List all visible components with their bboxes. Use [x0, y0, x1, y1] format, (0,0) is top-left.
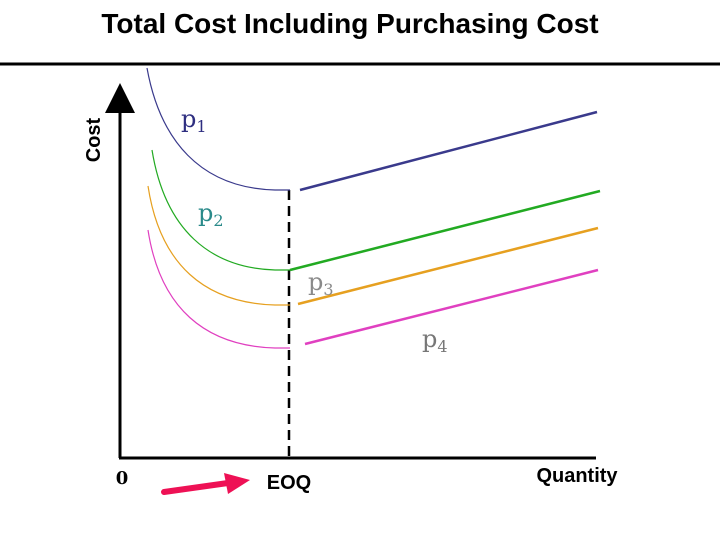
curve-label-p3: p3: [308, 268, 334, 299]
line-p3: [297, 226, 599, 306]
y-axis-label: Cost: [83, 117, 105, 162]
line-p4: [304, 268, 599, 346]
eoq-label: EOQ: [267, 472, 311, 494]
curve-p3: [147, 185, 290, 306]
curve-p2: [151, 149, 290, 271]
line-p2: [289, 189, 601, 272]
x-axis-label: Quantity: [536, 465, 618, 487]
curve-label-p4: p4: [422, 325, 448, 356]
curve-p1: [146, 67, 290, 191]
curve-label-p1: p1: [181, 105, 207, 136]
curve-label-p2: p2: [198, 199, 224, 230]
curve-p4: [147, 229, 290, 349]
line-p1: [299, 110, 598, 192]
origin-label: 0: [116, 468, 129, 489]
eoq-arrow: [161, 473, 250, 495]
diagram-title: Total Cost Including Purchasing Cost: [101, 8, 599, 39]
